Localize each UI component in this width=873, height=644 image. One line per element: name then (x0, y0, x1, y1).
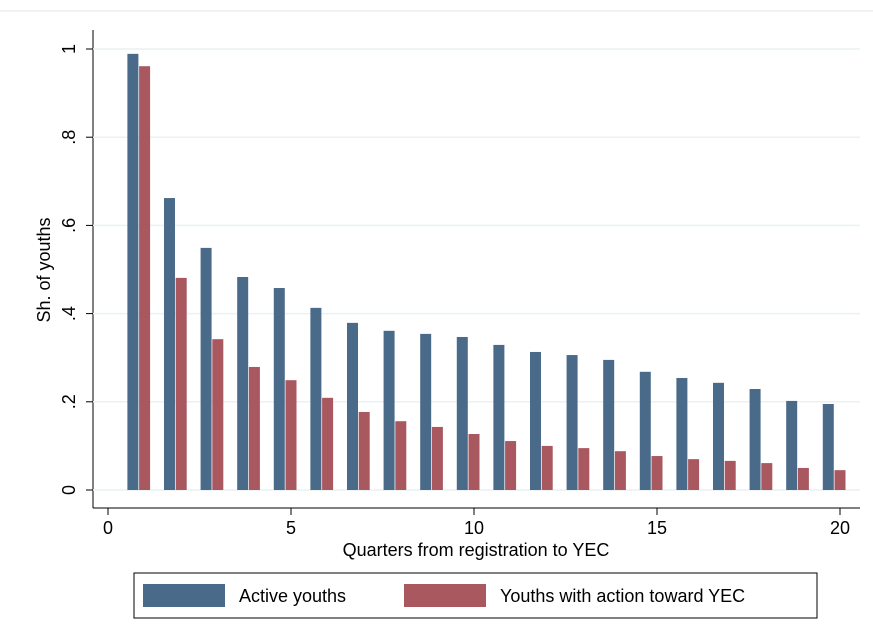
bar (237, 276, 249, 490)
bar (139, 66, 151, 490)
bar (420, 333, 432, 490)
y-tick-label: 1 (59, 44, 79, 54)
bar (127, 53, 139, 490)
bar (651, 456, 663, 490)
bar (786, 400, 798, 490)
bar (676, 377, 688, 490)
bar (212, 339, 224, 490)
bar (175, 277, 187, 490)
y-tick-label: .8 (59, 130, 79, 145)
bar (712, 382, 724, 490)
bar (310, 307, 322, 490)
bar (603, 359, 615, 490)
bar (834, 470, 846, 490)
bar (749, 389, 761, 490)
bar (614, 451, 626, 490)
bar (688, 459, 700, 490)
bar (358, 411, 370, 490)
bar (248, 366, 260, 490)
bar (822, 404, 834, 490)
x-tick-label: 5 (286, 518, 296, 538)
y-tick-label: .2 (59, 394, 79, 409)
legend-swatch (143, 584, 225, 607)
bar (431, 426, 443, 490)
bar (493, 344, 505, 490)
bar (163, 198, 175, 491)
bar (761, 463, 773, 490)
bar (541, 445, 553, 490)
bar (322, 397, 334, 490)
bar (797, 467, 809, 490)
bar (456, 336, 468, 490)
bar (346, 322, 358, 490)
x-tick-label: 10 (464, 518, 484, 538)
y-axis-title: Sh. of youths (34, 217, 54, 322)
y-tick-label: 0 (59, 485, 79, 495)
bar (200, 247, 212, 490)
legend-label: Youths with action toward YEC (500, 586, 745, 606)
bar (395, 421, 407, 490)
y-tick-label: .4 (59, 306, 79, 321)
bar (505, 441, 517, 490)
legend-swatch (404, 584, 486, 607)
x-tick-label: 20 (830, 518, 850, 538)
bar (529, 351, 541, 490)
bar (566, 355, 578, 490)
bar (383, 330, 395, 490)
legend-label: Active youths (239, 586, 346, 606)
bar (273, 288, 285, 490)
bar (285, 380, 297, 490)
x-tick-label: 0 (103, 518, 113, 538)
bar (639, 371, 651, 490)
bar (468, 433, 480, 490)
x-tick-label: 15 (647, 518, 667, 538)
y-tick-label: .6 (59, 218, 79, 233)
x-axis-title: Quarters from registration to YEC (343, 540, 610, 560)
bar (578, 448, 590, 490)
bar (724, 460, 736, 490)
